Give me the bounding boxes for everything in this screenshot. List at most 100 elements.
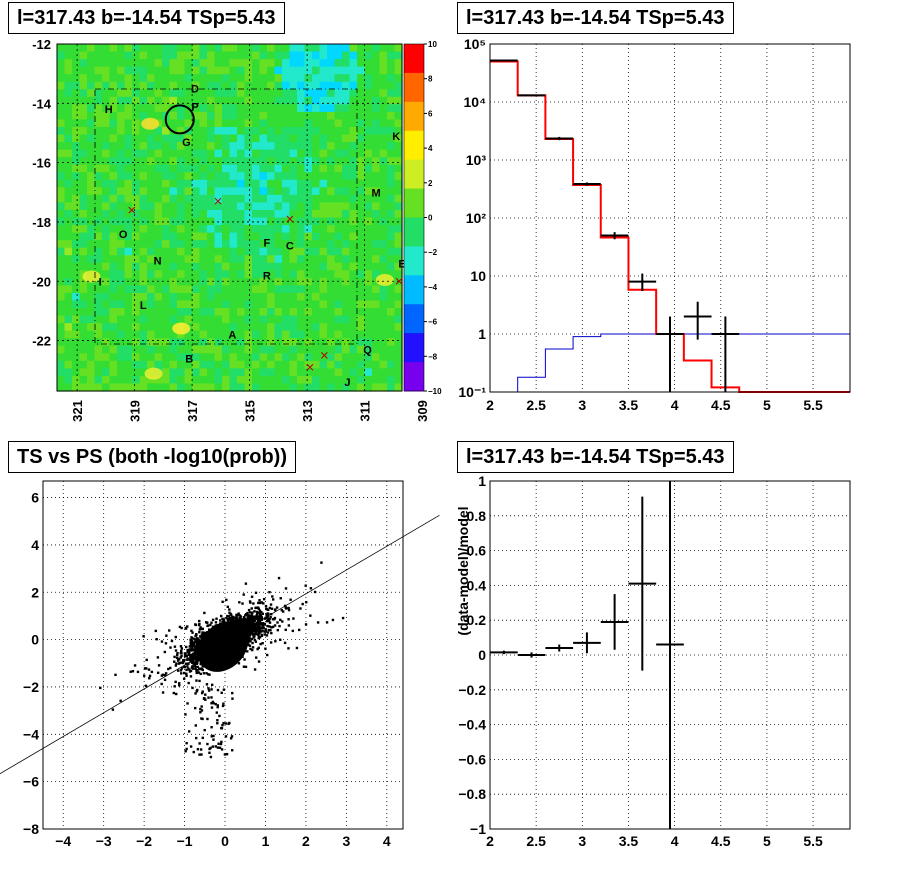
map-pixel [64, 157, 73, 166]
map-pixel [57, 81, 66, 90]
map-pixel [252, 172, 261, 181]
map-pixel [327, 164, 336, 173]
map-pixel [394, 104, 403, 113]
map-pixel [267, 270, 276, 279]
map-pixel [319, 157, 328, 166]
scatter-point [169, 666, 172, 670]
scatter-point [341, 616, 345, 620]
map-pixel [282, 292, 291, 302]
scatter-point [182, 660, 185, 663]
map-pixel [177, 104, 186, 113]
scatter-point [192, 644, 196, 647]
scatter-point [230, 749, 234, 752]
map-pixel [139, 44, 148, 53]
scatter-point [271, 625, 275, 629]
scatter-point [268, 590, 271, 594]
map-pixel [222, 292, 231, 302]
map-pixel [132, 315, 141, 324]
map-pixel [304, 81, 313, 90]
map-pixel [357, 217, 366, 226]
map-pixel [349, 157, 358, 166]
map-pixel [222, 202, 231, 211]
colorbar-tick-label: −2 [428, 248, 438, 257]
map-pixel [319, 187, 328, 196]
map-pixel [289, 164, 298, 173]
scatter-point [190, 661, 194, 664]
map-pixel [147, 232, 156, 241]
map-pixel [57, 308, 66, 317]
map-pixel [267, 126, 276, 136]
scatter-point [180, 667, 184, 670]
map-pixel [372, 164, 381, 173]
map-pixel [274, 383, 283, 392]
map-pixel [109, 345, 118, 354]
map-pixel [394, 375, 403, 385]
map-pixel [357, 81, 366, 90]
map-pixel [312, 104, 321, 113]
map-pixel [222, 164, 231, 173]
map-pixel [237, 96, 246, 105]
map-pixel [177, 368, 186, 377]
map-pixel [304, 164, 313, 173]
map-pixel [184, 74, 193, 83]
map-pixel [184, 51, 193, 60]
map-pixel [282, 225, 291, 234]
scatter-point [224, 735, 228, 738]
map-pixel [102, 315, 111, 324]
map-pixel [237, 66, 246, 75]
scatter-point [220, 691, 223, 695]
map-pixel [259, 338, 268, 347]
map-pixel [312, 255, 321, 264]
scatter-point [190, 643, 194, 646]
map-pixel [72, 44, 81, 53]
scatter-point [264, 647, 267, 650]
map-pixel [87, 360, 96, 369]
map-pixel [387, 353, 396, 362]
map-pixel [132, 194, 141, 204]
map-pixel [274, 209, 283, 219]
map-pixel [199, 179, 208, 188]
map-pixel [57, 353, 66, 362]
map-pixel [349, 360, 358, 369]
map-pixel [282, 74, 291, 83]
map-pixel [79, 330, 88, 339]
map-pixel [139, 292, 148, 302]
map-pixel [349, 202, 358, 211]
map-pixel [117, 96, 126, 105]
map-pixel [394, 111, 403, 121]
map-pixel [357, 285, 366, 294]
map-pixel [267, 66, 276, 75]
map-pixel [267, 345, 276, 354]
map-pixel [312, 66, 321, 75]
map-pixel [259, 255, 268, 264]
map-pixel [237, 187, 246, 196]
map-pixel [304, 202, 313, 211]
map-pixel [162, 51, 171, 60]
map-pixel [222, 104, 231, 113]
map-pixel [319, 126, 328, 136]
map-pixel [109, 44, 118, 53]
spectrum-y-tick-label: 1 [478, 326, 486, 342]
scatter-point [226, 605, 229, 609]
map-pixel [237, 142, 246, 151]
map-pixel [394, 66, 403, 75]
map-pixel [229, 353, 238, 362]
map-pixel [267, 353, 276, 362]
scatter-point [259, 614, 262, 617]
map-pixel [192, 232, 201, 241]
map-pixel [94, 104, 103, 113]
map-pixel [282, 270, 291, 279]
map-pixel [244, 142, 253, 151]
scatter-point [182, 659, 185, 662]
map-cross-marker [306, 363, 314, 371]
map-pixel [184, 44, 193, 53]
map-pixel [199, 308, 208, 317]
map-pixel [124, 353, 133, 362]
map-pixel [177, 66, 186, 75]
scatter-point [215, 617, 218, 620]
map-pixel [169, 225, 178, 234]
map-pixel [364, 74, 373, 83]
map-pixel [244, 209, 253, 219]
map-pixel [372, 277, 381, 286]
map-pixel [117, 51, 126, 60]
